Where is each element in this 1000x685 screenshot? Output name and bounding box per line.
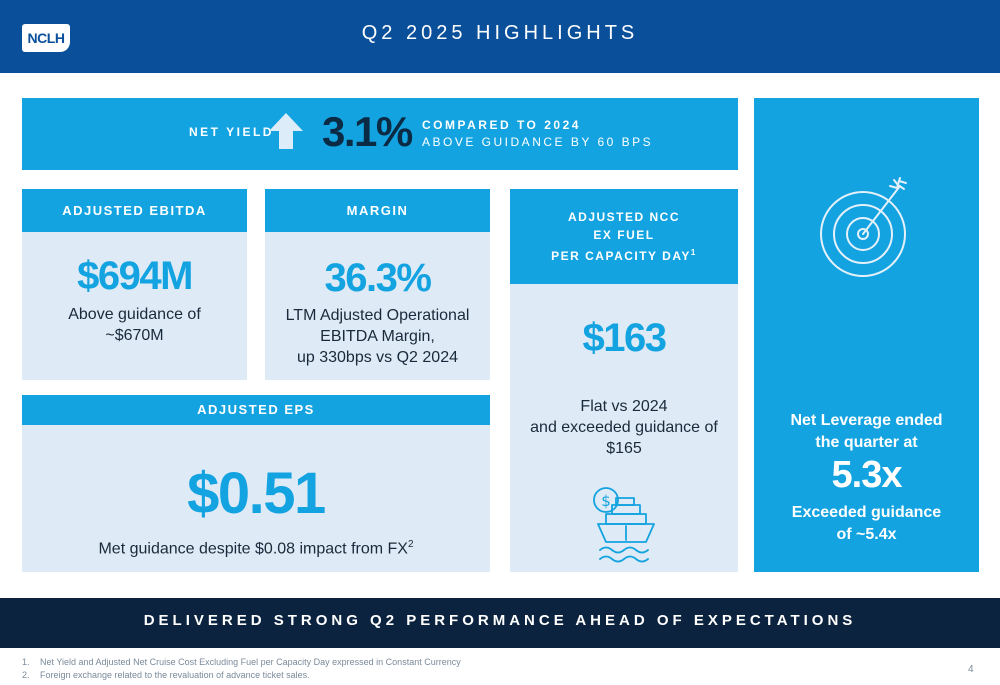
adjusted-ncc-title-3-text: PER CAPACITY DAY (551, 249, 691, 263)
adjusted-ncc-title-2: EX FUEL (593, 228, 655, 242)
desc-line: LTM Adjusted Operational (285, 307, 470, 324)
header-bar: NCLH Q2 2025 HIGHLIGHTS (0, 0, 1000, 73)
svg-text:$: $ (601, 492, 611, 510)
up-arrow-icon (269, 113, 303, 154)
banner-text: DELIVERED STRONG Q2 PERFORMANCE AHEAD OF… (143, 612, 857, 629)
nclh-logo: NCLH (22, 24, 70, 52)
adjusted-eps-title: ADJUSTED EPS (197, 402, 315, 417)
cruise-ship-dollar-icon: $ (584, 480, 664, 575)
desc-line: and exceeded guidance of (530, 419, 718, 436)
net-yield-value: 3.1% (322, 108, 413, 155)
adjusted-ebitda-body (22, 232, 247, 380)
page-number: 4 (968, 664, 974, 675)
leverage-line: of ~5.4x (836, 526, 897, 543)
logo-text: NCLH (27, 30, 65, 46)
footnote-marker: 2 (407, 539, 414, 550)
adjusted-ebitda-title: ADJUSTED EBITDA (62, 202, 207, 218)
adjusted-ncc-header: ADJUSTED NCC EX FUEL PER CAPACITY DAY1 (510, 189, 738, 284)
net-leverage-panel: Net Leverage ended the quarter at 5.3x E… (754, 98, 979, 572)
desc-line: Above guidance of (68, 306, 201, 323)
footnote-1: 1. Net Yield and Adjusted Net Cruise Cost… (22, 657, 461, 667)
footnote-text: Net Yield and Adjusted Net Cruise Cost E… (40, 657, 461, 667)
desc-line: EBITDA Margin, (320, 328, 435, 345)
adjusted-ncc-title-1: ADJUSTED NCC (567, 210, 680, 224)
adjusted-eps-value: $0.51 (187, 461, 326, 526)
net-leverage-guidance: Exceeded guidance of ~5.4x (754, 502, 979, 546)
net-leverage-text: Net Leverage ended the quarter at (754, 410, 979, 454)
leverage-line: Exceeded guidance (791, 504, 942, 521)
target-icon (820, 174, 916, 289)
adjusted-ebitda-header: ADJUSTED EBITDA (22, 189, 247, 232)
net-yield-label-text: NET YIELD (189, 125, 274, 139)
leverage-line: the quarter at (815, 434, 918, 451)
margin-body (265, 232, 490, 380)
footnote-2: 2. Foreign exchange related to the revalu… (22, 670, 310, 680)
desc-line: ~$670M (105, 327, 164, 344)
adjusted-ebitda-description: Above guidance of ~$670M (22, 304, 247, 346)
net-yield-guidance: ABOVE GUIDANCE BY 60 BPS (422, 135, 654, 149)
footnote-text: Foreign exchange related to the revaluat… (40, 670, 310, 680)
net-yield-label: NET YIELD1 (189, 124, 281, 139)
footnote-marker: 1 (690, 248, 697, 257)
adjusted-ebitda-value: $694M (77, 254, 193, 298)
footnote-number: 2. (22, 670, 30, 680)
adjusted-ncc-description: Flat vs 2024 and exceeded guidance of $1… (510, 396, 738, 459)
bottom-banner: DELIVERED STRONG Q2 PERFORMANCE AHEAD OF… (0, 598, 1000, 648)
desc-line: Flat vs 2024 (580, 398, 668, 415)
adjusted-eps-description: Met guidance despite $0.08 impact from F… (22, 534, 490, 559)
adjusted-eps-desc-text: Met guidance despite $0.08 impact from F… (98, 540, 408, 558)
margin-value: 36.3% (324, 256, 432, 300)
margin-header: MARGIN (265, 189, 490, 232)
net-yield-panel: NET YIELD1 3.1% COMPARED TO 2024 ABOVE G… (22, 98, 738, 170)
footnote-number: 1. (22, 657, 30, 667)
desc-line: up 330bps vs Q2 2024 (296, 349, 458, 366)
margin-description: LTM Adjusted Operational EBITDA Margin, … (265, 305, 490, 368)
adjusted-ncc-title-3: PER CAPACITY DAY1 (551, 244, 697, 265)
leverage-line: Net Leverage ended (790, 412, 943, 429)
adjusted-ncc-value: $163 (582, 316, 667, 360)
desc-line: $165 (606, 440, 642, 457)
adjusted-eps-body (22, 425, 490, 572)
page-title: Q2 2025 HIGHLIGHTS (361, 22, 639, 44)
margin-title: MARGIN (346, 202, 409, 218)
adjusted-eps-header: ADJUSTED EPS (22, 395, 490, 425)
net-leverage-value: 5.3x (831, 454, 903, 496)
net-yield-comparison: COMPARED TO 2024 (422, 118, 581, 132)
